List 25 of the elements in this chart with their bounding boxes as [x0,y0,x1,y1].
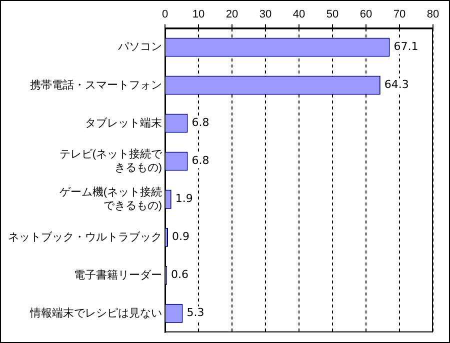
x-tick-label: 70 [393,8,406,21]
data-label: 64.3 [384,78,409,92]
x-tick-label: 80 [426,8,440,21]
y-tick-label: 情報端末でレシピは見ない [29,306,162,320]
x-tick-label: 60 [360,8,372,21]
data-label: 5.3 [186,306,204,320]
y-tick-label: 携帯電話・スマートフォン [30,78,162,92]
y-tick-label: パソコン [117,41,162,54]
x-tick-label: 0 [162,8,168,21]
data-label: 6.8 [192,154,210,168]
data-label: 6.8 [192,116,210,130]
data-label: 1.9 [175,192,193,206]
data-label: 0.6 [171,268,189,282]
x-tick-label: 40 [292,8,306,21]
data-label: 67.1 [394,40,418,54]
y-tick-label: テレビ(ネット接続できるもの) [59,148,163,174]
x-tick-label: 30 [259,8,272,21]
y-tick-label: ネットブック・ウルトラブック [8,230,162,244]
x-tick-label: 10 [192,8,205,21]
y-tick-label: 電子書籍リーダー [74,268,162,282]
data-label: 0.9 [172,230,190,244]
x-tick-label: 20 [226,8,238,21]
y-tick-label: ゲーム機(ネット接続できるもの) [59,186,162,212]
x-tick-label: 50 [326,8,339,21]
y-tick-label: タブレット端末 [85,116,162,130]
